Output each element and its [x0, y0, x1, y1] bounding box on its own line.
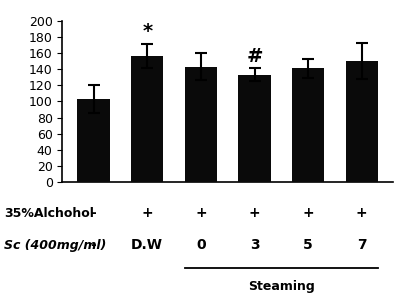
Text: +: + — [195, 206, 207, 220]
Text: -: - — [91, 206, 96, 220]
Text: +: + — [302, 206, 314, 220]
Text: +: + — [141, 206, 153, 220]
Text: -: - — [91, 238, 96, 253]
Text: +: + — [249, 206, 260, 220]
Bar — [292, 68, 324, 182]
Text: +: + — [356, 206, 368, 220]
Text: 35%Alchohol: 35%Alchohol — [4, 207, 94, 220]
Bar — [346, 61, 378, 182]
Bar — [131, 56, 163, 182]
Text: D.W: D.W — [131, 238, 163, 253]
Bar — [239, 75, 270, 182]
Text: 7: 7 — [357, 238, 367, 253]
Text: 0: 0 — [196, 238, 206, 253]
Text: Sc (400mg/ml): Sc (400mg/ml) — [4, 239, 106, 252]
Text: Steaming: Steaming — [248, 280, 315, 293]
Text: 3: 3 — [250, 238, 260, 253]
Bar — [185, 67, 217, 182]
Bar — [77, 99, 110, 182]
Text: *: * — [142, 22, 152, 41]
Text: #: # — [246, 47, 263, 66]
Text: 5: 5 — [303, 238, 313, 253]
